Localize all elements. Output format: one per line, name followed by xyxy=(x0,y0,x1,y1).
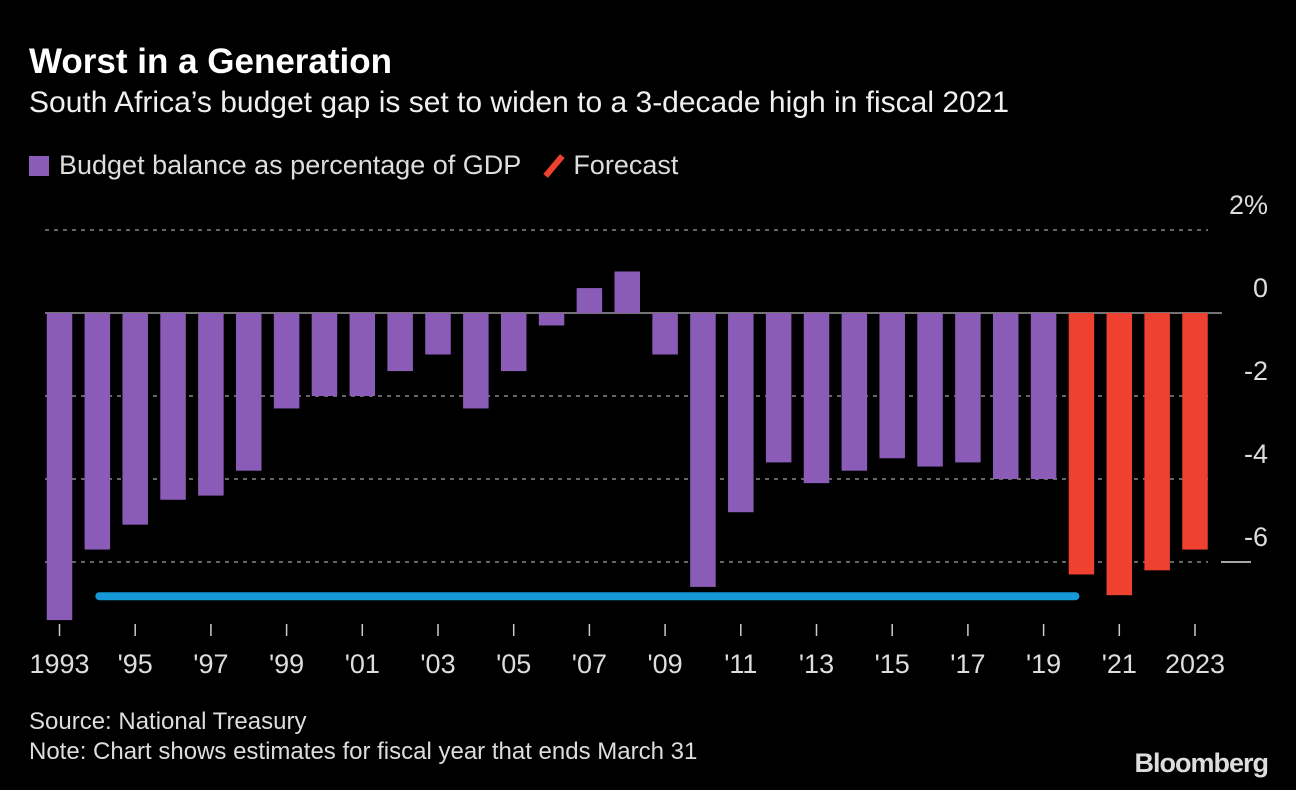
bar xyxy=(463,313,489,409)
bar xyxy=(198,313,224,496)
legend-label-forecast: Forecast xyxy=(573,150,679,180)
x-tick-label: '15 xyxy=(875,649,910,679)
legend-label-actual: Budget balance as percentage of GDP xyxy=(59,150,522,180)
x-tick-label: '07 xyxy=(572,649,607,679)
forecast-bar xyxy=(1068,313,1095,575)
y-tick-label: -2 xyxy=(1244,356,1268,386)
x-tick-label: 1993 xyxy=(29,649,89,679)
bar xyxy=(955,313,981,463)
bar xyxy=(1030,313,1057,479)
x-tick-label: '01 xyxy=(345,649,380,679)
x-tick-label: '13 xyxy=(799,649,834,679)
x-tick-label: '09 xyxy=(648,649,683,679)
y-tick-label: 2% xyxy=(1229,190,1268,220)
bar xyxy=(236,313,262,471)
x-tick-label: '19 xyxy=(1026,649,1061,679)
y-tick-label: 0 xyxy=(1253,273,1268,303)
bar xyxy=(538,313,565,326)
bar xyxy=(917,313,943,467)
forecast-bar xyxy=(1182,313,1208,550)
bar xyxy=(160,313,186,500)
bar xyxy=(728,313,754,513)
x-tick-label: '99 xyxy=(269,649,304,679)
forecast-bar xyxy=(1106,313,1133,596)
bar xyxy=(576,288,603,313)
x-tick-label: '97 xyxy=(193,649,228,679)
x-tick-label: '95 xyxy=(118,649,153,679)
x-tick-label: '11 xyxy=(724,649,757,679)
bar xyxy=(765,313,792,463)
y-tick-label: -4 xyxy=(1244,439,1268,469)
bar xyxy=(273,313,300,409)
source-text: Source: National Treasury xyxy=(29,708,307,735)
bar xyxy=(425,313,451,355)
bar xyxy=(879,313,905,459)
bar xyxy=(84,313,111,550)
bar xyxy=(46,313,73,621)
x-tick-label: '17 xyxy=(950,649,985,679)
bar xyxy=(652,313,678,355)
forecast-bar xyxy=(1144,313,1170,571)
x-tick-label: '05 xyxy=(496,649,531,679)
bar xyxy=(690,313,716,587)
bar xyxy=(993,313,1019,479)
bar xyxy=(349,313,376,396)
bar xyxy=(841,313,868,471)
bloomberg-logo: Bloomberg xyxy=(1134,748,1269,778)
bar xyxy=(500,313,527,372)
y-tick-label: -6 xyxy=(1244,522,1268,552)
note-text: Note: Chart shows estimates for fiscal y… xyxy=(29,738,698,765)
legend: Budget balance as percentage of GDP Fore… xyxy=(29,150,678,181)
bar xyxy=(387,313,413,372)
chart-subtitle: South Africa’s budget gap is set to wide… xyxy=(29,86,1010,119)
bar xyxy=(614,271,640,313)
x-tick-label: 2023 xyxy=(1165,649,1225,679)
x-tick-label: '03 xyxy=(420,649,455,679)
bar xyxy=(122,313,148,525)
legend-swatch-actual xyxy=(29,155,49,176)
bar xyxy=(803,313,830,484)
x-tick-label: '21 xyxy=(1102,649,1137,679)
bar xyxy=(311,313,338,396)
chart-title: Worst in a Generation xyxy=(29,42,393,81)
